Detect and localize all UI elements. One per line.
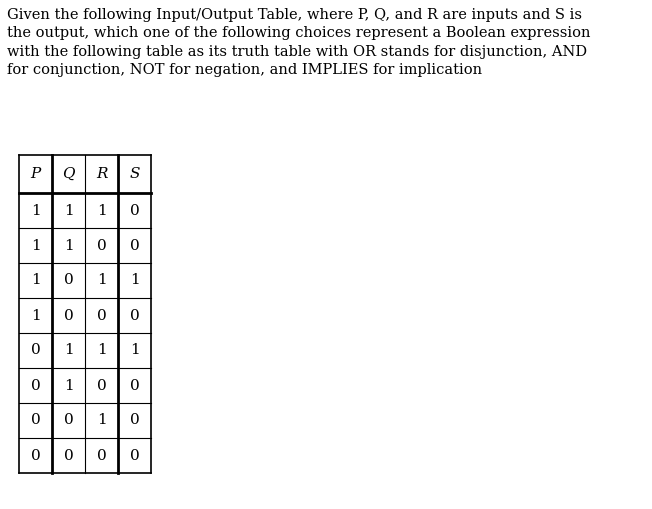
Bar <box>19 333 52 368</box>
Bar <box>19 228 52 263</box>
Text: 0: 0 <box>130 204 140 217</box>
Bar <box>85 228 119 263</box>
Bar <box>52 333 85 368</box>
Bar <box>52 193 85 228</box>
Bar <box>85 298 119 333</box>
Text: 0: 0 <box>64 273 74 288</box>
Text: P: P <box>31 167 41 181</box>
Text: Given the following Input/Output Table, where P, Q, and R are inputs and S is
th: Given the following Input/Output Table, … <box>7 8 591 77</box>
Bar <box>119 155 151 193</box>
Bar <box>85 193 119 228</box>
Text: 1: 1 <box>31 239 40 252</box>
Bar <box>119 438 151 473</box>
Bar <box>52 403 85 438</box>
Text: S: S <box>130 167 140 181</box>
Bar <box>52 298 85 333</box>
Text: R: R <box>96 167 108 181</box>
Text: 0: 0 <box>31 448 40 463</box>
Bar <box>119 263 151 298</box>
Text: 1: 1 <box>31 273 40 288</box>
Text: 0: 0 <box>31 344 40 357</box>
Bar <box>19 193 52 228</box>
Bar <box>85 368 119 403</box>
Bar <box>52 438 85 473</box>
Bar <box>52 155 85 193</box>
Text: 0: 0 <box>97 308 107 323</box>
Text: 1: 1 <box>64 379 74 392</box>
Text: 0: 0 <box>97 379 107 392</box>
Bar <box>19 438 52 473</box>
Text: 0: 0 <box>64 413 74 428</box>
Text: 1: 1 <box>64 239 74 252</box>
Text: 1: 1 <box>97 344 107 357</box>
Bar <box>85 438 119 473</box>
Text: 1: 1 <box>31 204 40 217</box>
Bar <box>119 368 151 403</box>
Text: 1: 1 <box>64 204 74 217</box>
Bar <box>85 333 119 368</box>
Text: 1: 1 <box>64 344 74 357</box>
Text: 1: 1 <box>130 273 140 288</box>
Bar <box>85 155 119 193</box>
Text: 0: 0 <box>64 308 74 323</box>
Text: 0: 0 <box>130 379 140 392</box>
Text: 0: 0 <box>130 448 140 463</box>
Bar <box>119 228 151 263</box>
Text: 0: 0 <box>64 448 74 463</box>
Text: 1: 1 <box>97 413 107 428</box>
Text: 0: 0 <box>97 239 107 252</box>
Text: 1: 1 <box>130 344 140 357</box>
Text: Q: Q <box>63 167 75 181</box>
Bar <box>19 263 52 298</box>
Text: 0: 0 <box>31 379 40 392</box>
Text: 0: 0 <box>130 239 140 252</box>
Bar <box>52 228 85 263</box>
Bar <box>52 368 85 403</box>
Bar <box>19 403 52 438</box>
Text: 1: 1 <box>31 308 40 323</box>
Bar <box>119 193 151 228</box>
Bar <box>119 333 151 368</box>
Bar <box>19 155 52 193</box>
Bar <box>85 403 119 438</box>
Text: 0: 0 <box>31 413 40 428</box>
Bar <box>52 263 85 298</box>
Text: 1: 1 <box>97 204 107 217</box>
Bar <box>119 298 151 333</box>
Text: 0: 0 <box>97 448 107 463</box>
Text: 0: 0 <box>130 413 140 428</box>
Bar <box>119 403 151 438</box>
Text: 0: 0 <box>130 308 140 323</box>
Bar <box>19 298 52 333</box>
Text: 1: 1 <box>97 273 107 288</box>
Bar <box>85 263 119 298</box>
Bar <box>19 368 52 403</box>
